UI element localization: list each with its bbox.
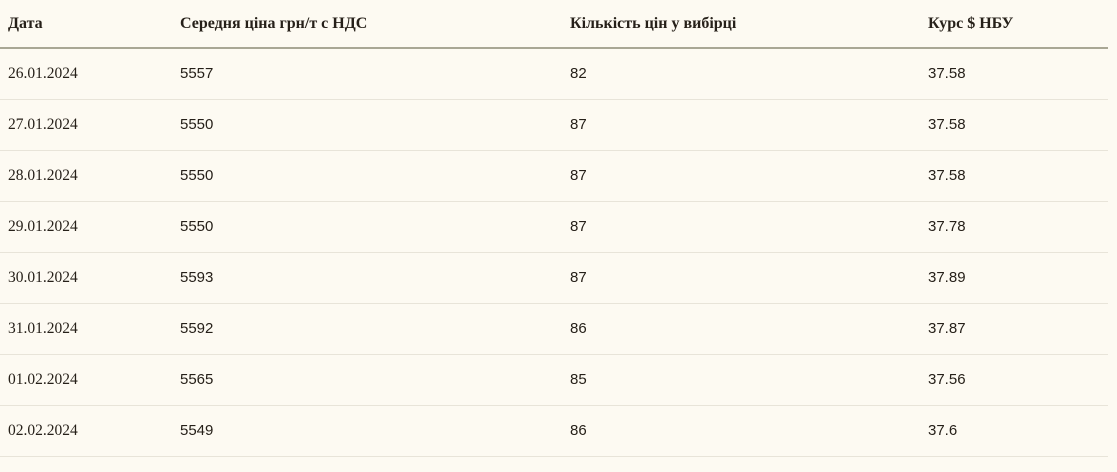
table-row: 01.02.2024 5565 85 37.56	[0, 354, 1108, 406]
avg-price-cell: 5550	[172, 150, 562, 202]
column-header-avg-price: Середня ціна грн/т с НДС	[172, 0, 562, 49]
table-row: 31.01.2024 5592 86 37.87	[0, 303, 1108, 355]
price-table-header: Дата Середня ціна грн/т с НДС Кількість …	[0, 0, 1108, 49]
date-cell: 27.01.2024	[0, 99, 172, 151]
table-row: 02.02.2024 5549 86 37.6	[0, 405, 1108, 457]
date-cell: 02.02.2024	[0, 405, 172, 457]
usd-rate-cell: 37.78	[920, 201, 1108, 253]
sample-count-cell: 87	[562, 150, 920, 202]
table-row: 29.01.2024 5550 87 37.78	[0, 201, 1108, 253]
column-header-date: Дата	[0, 0, 172, 49]
table-row: 27.01.2024 5550 87 37.58	[0, 99, 1108, 151]
usd-rate-cell: 37.56	[920, 354, 1108, 406]
sample-count-cell: 86	[562, 405, 920, 457]
avg-price-cell: 5565	[172, 354, 562, 406]
sample-count-cell: 85	[562, 354, 920, 406]
usd-rate-cell: 37.58	[920, 48, 1108, 100]
usd-rate-cell: 37.6	[920, 405, 1108, 457]
date-cell: 31.01.2024	[0, 303, 172, 355]
table-row: 30.01.2024 5593 87 37.89	[0, 252, 1108, 304]
date-cell: 28.01.2024	[0, 150, 172, 202]
avg-price-cell: 5592	[172, 303, 562, 355]
sample-count-cell: 87	[562, 99, 920, 151]
avg-price-cell: 5549	[172, 405, 562, 457]
column-header-sample-count: Кількість цін у вибірці	[562, 0, 920, 49]
avg-price-cell: 5550	[172, 99, 562, 151]
table-body: 26.01.2024 5557 82 37.58 27.01.2024 5550…	[0, 48, 1108, 457]
table-row: 28.01.2024 5550 87 37.58	[0, 150, 1108, 202]
sample-count-cell: 87	[562, 252, 920, 304]
sample-count-cell: 86	[562, 303, 920, 355]
date-cell: 30.01.2024	[0, 252, 172, 304]
date-cell: 29.01.2024	[0, 201, 172, 253]
header-row: Дата Середня ціна грн/т с НДС Кількість …	[0, 0, 1108, 49]
column-header-usd-rate: Курс $ НБУ	[920, 0, 1108, 49]
avg-price-cell: 5593	[172, 252, 562, 304]
avg-price-cell: 5557	[172, 48, 562, 100]
sample-count-cell: 82	[562, 48, 920, 100]
date-cell: 26.01.2024	[0, 48, 172, 100]
date-cell: 01.02.2024	[0, 354, 172, 406]
avg-price-cell: 5550	[172, 201, 562, 253]
sample-count-cell: 87	[562, 201, 920, 253]
price-table: Дата Середня ціна грн/т с НДС Кількість …	[0, 0, 1108, 457]
usd-rate-cell: 37.58	[920, 99, 1108, 151]
table-row: 26.01.2024 5557 82 37.58	[0, 48, 1108, 100]
usd-rate-cell: 37.89	[920, 252, 1108, 304]
usd-rate-cell: 37.87	[920, 303, 1108, 355]
usd-rate-cell: 37.58	[920, 150, 1108, 202]
